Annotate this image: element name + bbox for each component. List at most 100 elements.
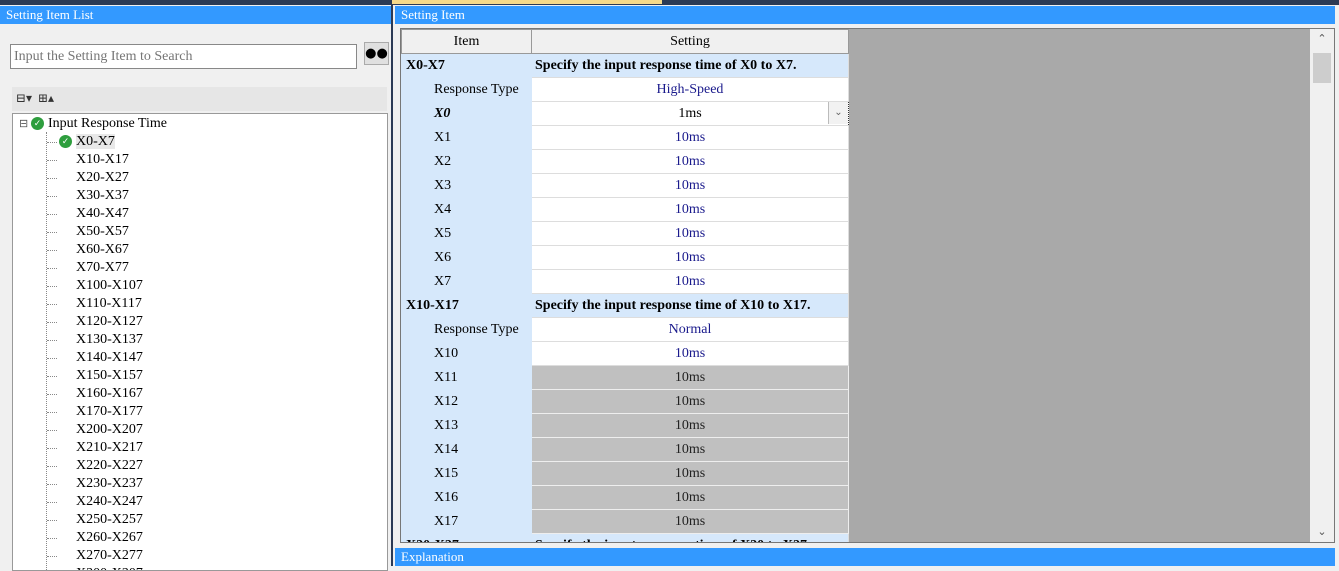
tree-node-label: X70-X77 (76, 260, 129, 275)
tree-node-X250-X257[interactable]: X250-X257 (76, 511, 143, 529)
response-time-value[interactable]: 10ms (531, 197, 849, 222)
table-row: X0 1ms ⌄ (401, 101, 849, 126)
tree-node-label: X200-X207 (76, 422, 143, 437)
table-row: X5 10ms (401, 221, 849, 246)
response-time-value: 10ms (531, 389, 849, 414)
check-icon: ✓ (59, 135, 72, 149)
tree-node-label: X160-X167 (76, 386, 143, 401)
scroll-down-icon[interactable]: ⌄ (1317, 525, 1327, 538)
group-description: Specify the input response time of X10 t… (531, 293, 849, 318)
tree-node-X220-X227[interactable]: X220-X227 (76, 457, 143, 475)
check-icon: ✓ (30, 117, 44, 131)
tree-node-X110-X117[interactable]: X110-X117 (76, 295, 142, 313)
collapse-all-icon[interactable]: ⊟▾ (16, 91, 33, 105)
tree-node-X20-X27[interactable]: X20-X27 (76, 169, 129, 187)
tree-node-X10-X17[interactable]: X10-X17 (76, 151, 129, 169)
item-label: X7 (401, 269, 532, 294)
tree-node-label: X50-X57 (76, 224, 129, 239)
item-label: X12 (401, 389, 532, 414)
tree-node-X200-X207[interactable]: X200-X207 (76, 421, 143, 439)
tree-node-label: X120-X127 (76, 314, 143, 329)
table-row: X12 10ms (401, 389, 849, 414)
tree-node-X260-X267[interactable]: X260-X267 (76, 529, 143, 547)
item-label: X17 (401, 509, 532, 534)
tree-node-root[interactable]: ⊟ ✓ Input Response Time (19, 116, 167, 131)
tree-node-label: X60-X67 (76, 242, 129, 257)
response-time-value[interactable]: 10ms (531, 149, 849, 174)
tree-node-X0-X7[interactable]: ✓ X0-X7 (59, 133, 115, 151)
panel-title: Setting Item (395, 6, 1335, 24)
expand-all-icon[interactable]: ⊞▴ (38, 91, 55, 105)
tree-node-label: Input Response Time (47, 116, 167, 131)
item-label: X1 (401, 125, 532, 150)
column-header-item: Item (401, 29, 532, 54)
tree-node-X230-X237[interactable]: X230-X237 (76, 475, 143, 493)
table-row: X4 10ms (401, 197, 849, 222)
tree-node-X130-X137[interactable]: X130-X137 (76, 331, 143, 349)
response-time-value: 10ms (531, 365, 849, 390)
response-time-value[interactable]: 10ms (531, 269, 849, 294)
tree-node-label: X240-X247 (76, 494, 143, 509)
table-row: X6 10ms (401, 245, 849, 270)
item-label: X4 (401, 197, 532, 222)
table-row: X2 10ms (401, 149, 849, 174)
response-time-dropdown[interactable]: 1ms ⌄ (531, 101, 849, 126)
scroll-up-icon[interactable]: ⌃ (1317, 32, 1327, 45)
group-description: Specify the input response time of X20 t… (531, 533, 849, 542)
item-label: X2 (401, 149, 532, 174)
vertical-scrollbar[interactable]: ⌃ ⌄ (1310, 29, 1334, 542)
response-time-value[interactable]: 10ms (531, 173, 849, 198)
table-row: X13 10ms (401, 413, 849, 438)
group-row: X10-X17 Specify the input response time o… (401, 293, 849, 318)
response-time-value[interactable]: 10ms (531, 245, 849, 270)
item-label: X13 (401, 413, 532, 438)
tree-node-X30-X37[interactable]: X30-X37 (76, 187, 129, 205)
tree-node-label: X40-X47 (76, 206, 129, 221)
tree-node-X50-X57[interactable]: X50-X57 (76, 223, 129, 241)
dropdown-value: 1ms (678, 105, 702, 121)
panel-title: Setting Item List (0, 6, 391, 24)
response-time-value: 10ms (531, 461, 849, 486)
chevron-down-icon[interactable]: ⌄ (828, 102, 848, 124)
response-type-value[interactable]: High-Speed (531, 77, 849, 102)
tree-node-X170-X177[interactable]: X170-X177 (76, 403, 143, 421)
table-row: X10 10ms (401, 341, 849, 366)
tree-node-label: X260-X267 (76, 530, 143, 545)
tree-node-X150-X157[interactable]: X150-X157 (76, 367, 143, 385)
tree-node-X70-X77[interactable]: X70-X77 (76, 259, 129, 277)
tree-node-X210-X217[interactable]: X210-X217 (76, 439, 143, 457)
tree-node-X160-X167[interactable]: X160-X167 (76, 385, 143, 403)
table-row: X16 10ms (401, 485, 849, 510)
group-row: X20-X27Specify the input response time o… (401, 533, 849, 542)
tree-node-label: X30-X37 (76, 188, 129, 203)
tree-node-X270-X277[interactable]: X270-X277 (76, 547, 143, 565)
scroll-thumb[interactable] (1313, 53, 1331, 83)
response-time-value[interactable]: 10ms (531, 125, 849, 150)
tree-node-X120-X127[interactable]: X120-X127 (76, 313, 143, 331)
response-time-value[interactable]: 10ms (531, 341, 849, 366)
tree-node-label: X20-X27 (76, 170, 129, 185)
table-row: X3 10ms (401, 173, 849, 198)
settings-grid: Item Setting X0-X7 Specify the input respo… (400, 28, 1335, 543)
item-label: Response Type (401, 317, 532, 342)
tree-node-label: X140-X147 (76, 350, 143, 365)
item-label: X10 (401, 341, 532, 366)
tree-node-X240-X247[interactable]: X240-X247 (76, 493, 143, 511)
setting-item-list-panel: Setting Item List ●● ⊟▾ ⊞▴ ⊟ ✓Input Resp… (0, 5, 393, 571)
table-row: Response Type Normal (401, 317, 849, 342)
search-input[interactable] (10, 44, 357, 69)
explanation-title: Explanation (395, 548, 1335, 566)
search-button[interactable]: ●● (364, 42, 389, 65)
tree-node-label: X130-X137 (76, 332, 143, 347)
response-time-value[interactable]: 10ms (531, 221, 849, 246)
table-row: X15 10ms (401, 461, 849, 486)
tree-node-X60-X67[interactable]: X60-X67 (76, 241, 129, 259)
item-label: X3 (401, 173, 532, 198)
response-type-value[interactable]: Normal (531, 317, 849, 342)
tree-node-X40-X47[interactable]: X40-X47 (76, 205, 129, 223)
tree-node-label: X100-X107 (76, 278, 143, 293)
tree-node-X100-X107[interactable]: X100-X107 (76, 277, 143, 295)
response-time-value: 10ms (531, 413, 849, 438)
table-row: X14 10ms (401, 437, 849, 462)
tree-node-X140-X147[interactable]: X140-X147 (76, 349, 143, 367)
